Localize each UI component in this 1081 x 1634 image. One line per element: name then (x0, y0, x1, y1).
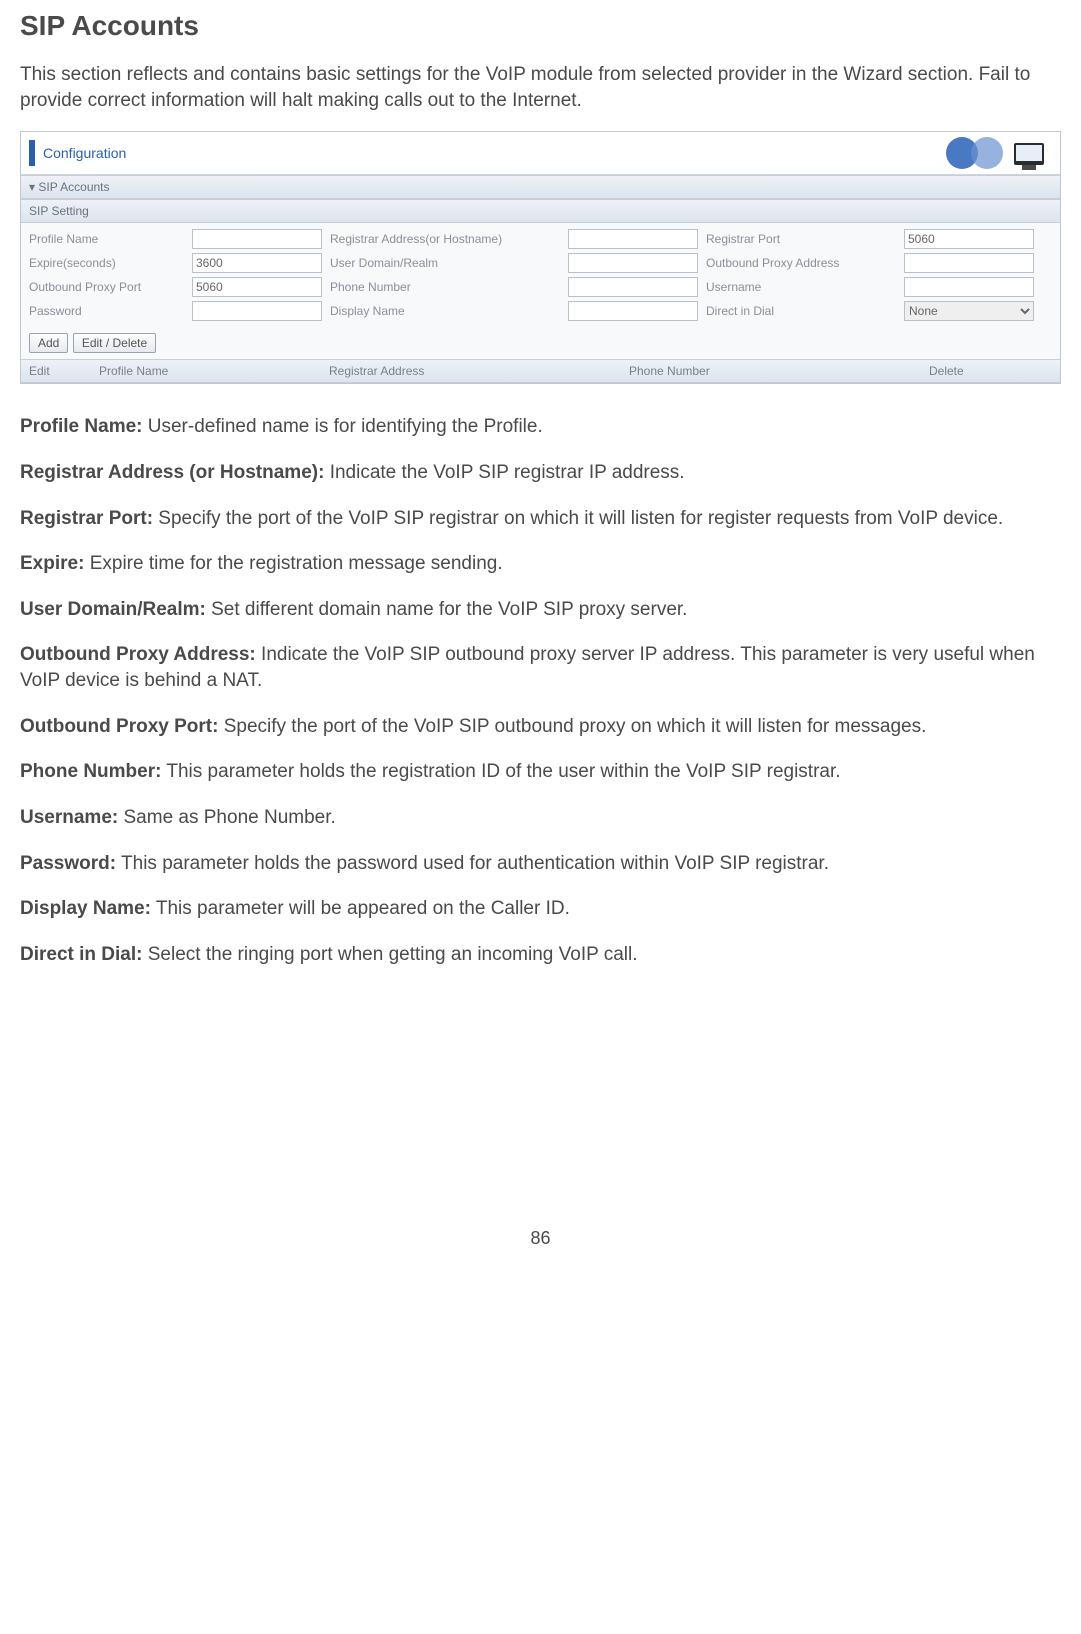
description-text: Select the ringing port when getting an … (142, 944, 637, 965)
col-registrar-address: Registrar Address (329, 364, 629, 378)
phone-number-input[interactable] (568, 277, 698, 297)
direct-dial-label: Direct in Dial (706, 304, 896, 318)
description-term: Profile Name: (20, 416, 142, 437)
profile-name-input[interactable] (192, 229, 322, 249)
description-item: Profile Name: User-defined name is for i… (20, 414, 1061, 440)
description-text: This parameter will be appeared on the C… (151, 898, 570, 919)
display-name-input[interactable] (568, 301, 698, 321)
page-title: SIP Accounts (20, 10, 1061, 42)
registrar-port-input[interactable] (904, 229, 1034, 249)
description-term: Display Name: (20, 898, 151, 919)
description-term: User Domain/Realm: (20, 599, 206, 620)
phone-number-label: Phone Number (330, 280, 560, 294)
description-item: Registrar Port: Specify the port of the … (20, 506, 1061, 532)
subsection-sip-setting: SIP Setting (21, 199, 1060, 223)
description-item: Direct in Dial: Select the ringing port … (20, 942, 1061, 968)
username-label: Username (706, 280, 896, 294)
description-term: Outbound Proxy Port: (20, 716, 218, 737)
description-item: User Domain/Realm: Set different domain … (20, 597, 1061, 623)
section-label: SIP Accounts (38, 180, 109, 194)
header-accent (29, 140, 35, 166)
description-item: Expire: Expire time for the registration… (20, 551, 1061, 577)
description-text: Specify the port of the VoIP SIP registr… (153, 508, 1003, 529)
description-item: Outbound Proxy Port: Specify the port of… (20, 714, 1061, 740)
description-item: Password: This parameter holds the passw… (20, 851, 1061, 877)
description-text: Same as Phone Number. (118, 807, 336, 828)
description-text: Set different domain name for the VoIP S… (206, 599, 688, 620)
description-text: Expire time for the registration message… (84, 553, 502, 574)
description-term: Registrar Port: (20, 508, 153, 529)
page-number: 86 (20, 1228, 1061, 1249)
profile-name-label: Profile Name (29, 232, 184, 246)
col-delete: Delete (929, 364, 999, 378)
edit-delete-button[interactable]: Edit / Delete (73, 333, 156, 353)
descriptions: Profile Name: User-defined name is for i… (20, 414, 1061, 967)
registrar-address-input[interactable] (568, 229, 698, 249)
outbound-proxy-address-label: Outbound Proxy Address (706, 256, 896, 270)
description-item: Username: Same as Phone Number. (20, 805, 1061, 831)
description-term: Direct in Dial: (20, 944, 142, 965)
sip-form: Profile Name Registrar Address(or Hostna… (21, 223, 1060, 327)
registrar-port-label: Registrar Port (706, 232, 896, 246)
col-phone-number: Phone Number (629, 364, 929, 378)
description-item: Outbound Proxy Address: Indicate the VoI… (20, 642, 1061, 693)
list-header: Edit Profile Name Registrar Address Phon… (21, 359, 1060, 383)
expire-label: Expire(seconds) (29, 256, 184, 270)
col-edit: Edit (29, 364, 99, 378)
page-intro: This section reflects and contains basic… (20, 62, 1061, 113)
config-screenshot: Configuration ▾ SIP Accounts SIP Setting… (20, 131, 1061, 384)
header-title: Configuration (43, 145, 126, 161)
user-domain-label: User Domain/Realm (330, 256, 560, 270)
description-term: Expire: (20, 553, 84, 574)
description-text: This parameter holds the registration ID… (161, 761, 840, 782)
password-label: Password (29, 304, 184, 318)
outbound-proxy-port-input[interactable] (192, 277, 322, 297)
description-text: User-defined name is for identifying the… (142, 416, 542, 437)
description-item: Display Name: This parameter will be app… (20, 896, 1061, 922)
add-button[interactable]: Add (29, 333, 68, 353)
config-header: Configuration (21, 132, 1060, 175)
col-profile-name: Profile Name (99, 364, 329, 378)
description-text: This parameter holds the password used f… (116, 853, 829, 874)
collapse-icon: ▾ (29, 180, 38, 194)
outbound-proxy-port-label: Outbound Proxy Port (29, 280, 184, 294)
description-item: Registrar Address (or Hostname): Indicat… (20, 460, 1061, 486)
description-term: Outbound Proxy Address: (20, 644, 256, 665)
description-item: Phone Number: This parameter holds the r… (20, 759, 1061, 785)
header-art (942, 133, 1052, 173)
description-text: Indicate the VoIP SIP registrar IP addre… (324, 462, 684, 483)
username-input[interactable] (904, 277, 1034, 297)
section-sip-accounts[interactable]: ▾ SIP Accounts (21, 175, 1060, 199)
password-input[interactable] (192, 301, 322, 321)
direct-dial-select[interactable]: None (904, 301, 1034, 321)
registrar-address-label: Registrar Address(or Hostname) (330, 232, 560, 246)
user-domain-input[interactable] (568, 253, 698, 273)
button-row: Add Edit / Delete (21, 327, 1060, 359)
outbound-proxy-address-input[interactable] (904, 253, 1034, 273)
expire-input[interactable] (192, 253, 322, 273)
description-term: Registrar Address (or Hostname): (20, 462, 324, 483)
description-term: Phone Number: (20, 761, 161, 782)
display-name-label: Display Name (330, 304, 560, 318)
description-text: Specify the port of the VoIP SIP outboun… (218, 716, 926, 737)
description-term: Username: (20, 807, 118, 828)
description-term: Password: (20, 853, 116, 874)
